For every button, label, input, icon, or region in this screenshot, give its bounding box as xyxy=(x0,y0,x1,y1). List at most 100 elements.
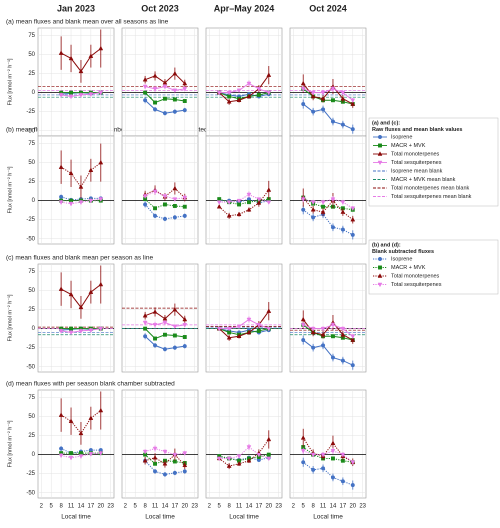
marker xyxy=(330,440,336,445)
legend-label: MACR + MVK xyxy=(391,265,426,271)
marker xyxy=(152,213,158,218)
marker xyxy=(78,93,84,98)
marker xyxy=(172,345,177,350)
marker xyxy=(350,127,355,132)
marker xyxy=(320,343,326,348)
marker xyxy=(152,469,158,474)
x-tick-label: 11 xyxy=(320,504,327,510)
panel xyxy=(121,27,199,137)
marker xyxy=(98,159,104,165)
marker xyxy=(59,446,64,451)
marker xyxy=(311,109,316,114)
y-tick-label: -25 xyxy=(26,109,35,115)
x-tick-label: 5 xyxy=(50,504,54,510)
marker xyxy=(98,45,104,51)
x-tick-label: 8 xyxy=(143,504,147,510)
series-line xyxy=(60,448,101,454)
legend-box xyxy=(368,117,499,207)
marker xyxy=(69,90,73,95)
series-line xyxy=(219,318,269,330)
panel xyxy=(289,27,367,137)
marker xyxy=(98,326,104,332)
marker xyxy=(88,198,94,204)
marker xyxy=(266,308,272,313)
marker xyxy=(172,333,177,338)
marker xyxy=(142,76,148,82)
marker xyxy=(182,469,187,474)
marker xyxy=(310,452,316,458)
marker xyxy=(182,195,188,201)
legend-label: Isoprene xyxy=(391,256,412,262)
marker xyxy=(330,225,336,230)
marker xyxy=(58,286,64,291)
x-tick-label: 20 xyxy=(349,504,356,510)
marker xyxy=(331,334,335,339)
marker xyxy=(163,202,167,207)
legend-marker xyxy=(377,151,383,156)
marker xyxy=(320,200,326,205)
marker xyxy=(152,87,158,92)
marker xyxy=(340,200,346,205)
marker xyxy=(162,111,168,116)
column-title: Apr–May 2024 xyxy=(214,3,275,13)
y-tick-label: -50 xyxy=(26,490,35,496)
marker xyxy=(182,108,187,113)
marker xyxy=(152,189,158,195)
marker xyxy=(340,209,346,214)
marker xyxy=(216,456,222,462)
marker xyxy=(182,462,188,468)
marker xyxy=(78,184,84,189)
marker xyxy=(172,109,177,114)
marker xyxy=(182,87,188,92)
marker xyxy=(256,200,262,205)
x-tick-label: 14 xyxy=(78,504,85,510)
marker xyxy=(321,204,325,209)
column-title: Oct 2024 xyxy=(309,3,347,13)
marker xyxy=(301,102,306,107)
marker xyxy=(172,70,178,76)
legend-label: Isoprene xyxy=(391,134,412,140)
marker xyxy=(320,466,326,471)
x-tick-label: 5 xyxy=(134,504,138,510)
marker xyxy=(320,452,326,458)
marker xyxy=(246,445,252,450)
panel xyxy=(37,263,115,373)
x-tick-label: 17 xyxy=(172,504,179,510)
marker xyxy=(350,216,356,222)
marker xyxy=(162,461,168,466)
marker xyxy=(68,455,74,461)
series-line xyxy=(218,189,270,217)
marker xyxy=(163,96,167,101)
marker xyxy=(58,200,64,205)
marker xyxy=(331,98,335,103)
marker xyxy=(350,334,356,339)
x-tick-label: 23 xyxy=(275,504,282,510)
marker xyxy=(301,460,306,465)
marker xyxy=(320,209,326,214)
marker xyxy=(256,452,262,458)
x-tick-label: 11 xyxy=(152,504,159,510)
marker xyxy=(152,107,158,112)
legend-label: Total sesquiterpenes mean blank xyxy=(391,194,472,200)
y-tick-label: -50 xyxy=(26,364,35,370)
y-tick-label: 0 xyxy=(32,198,36,204)
series-line xyxy=(218,74,270,103)
marker xyxy=(68,94,74,100)
marker xyxy=(68,330,74,336)
legend-label: MACR + MVK xyxy=(391,143,426,149)
y-tick-label: -25 xyxy=(26,471,35,477)
marker xyxy=(152,343,158,348)
column-title: Jan 2023 xyxy=(57,3,95,13)
y-tick-label: 50 xyxy=(28,414,35,420)
marker xyxy=(300,87,306,92)
x-axis-label: Local time xyxy=(145,514,175,521)
marker xyxy=(320,107,326,112)
y-tick-label: -25 xyxy=(26,345,35,351)
marker xyxy=(162,449,168,455)
marker xyxy=(88,328,94,333)
marker xyxy=(143,326,148,331)
marker xyxy=(142,458,148,463)
marker xyxy=(142,84,148,90)
marker xyxy=(152,446,158,452)
marker xyxy=(266,200,272,205)
